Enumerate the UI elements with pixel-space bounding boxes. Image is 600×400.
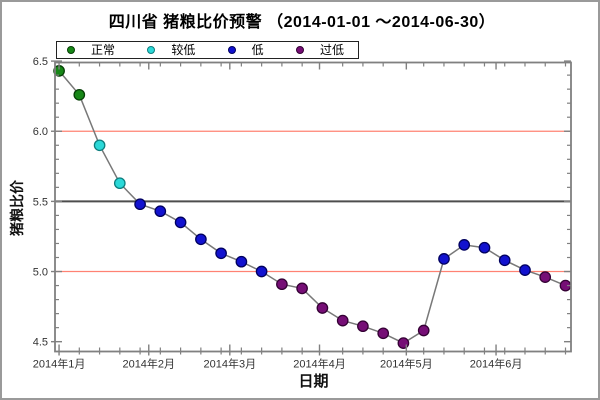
data-point	[195, 233, 207, 246]
data-point	[357, 320, 369, 333]
data-point	[134, 198, 146, 211]
legend-dot-too-low-icon	[295, 46, 304, 54]
legend-item-low: 低	[227, 43, 264, 57]
y-tick-label: 4.5	[33, 337, 48, 349]
legend-item-lowish: 较低	[147, 44, 195, 56]
data-point	[235, 255, 248, 268]
legend: 正常 较低 低 过低	[56, 41, 359, 59]
data-point	[539, 271, 552, 283]
legend-label-low: 低	[251, 43, 264, 57]
data-point	[438, 253, 450, 265]
data-point	[154, 205, 167, 218]
legend-dot-lowish-icon	[147, 46, 156, 54]
x-tick-label: 2014年2月	[122, 357, 175, 371]
x-tick-label: 2014年1月	[33, 357, 86, 371]
data-point	[377, 327, 390, 340]
x-tick-label: 2014年5月	[380, 357, 433, 371]
data-point	[458, 239, 471, 251]
x-tick-label: 2014年3月	[204, 357, 257, 371]
y-tick-label: 5.0	[33, 267, 48, 279]
data-point	[316, 302, 329, 314]
legend-dot-normal-icon	[67, 46, 75, 54]
data-point	[93, 139, 106, 152]
y-axis-title: 猪粮比价	[9, 180, 25, 236]
data-point	[519, 264, 531, 276]
data-point	[276, 278, 288, 291]
legend-label-lowish: 较低	[171, 43, 196, 57]
data-point	[336, 314, 349, 327]
data-point	[397, 337, 410, 349]
data-point	[215, 247, 227, 260]
data-point	[478, 241, 491, 254]
x-tick-label: 2014年4月	[293, 357, 346, 371]
y-tick-label: 6.5	[33, 56, 48, 68]
legend-dot-low-icon	[227, 46, 236, 54]
data-point	[255, 265, 268, 278]
y-tick-label: 6.0	[33, 126, 48, 138]
chart-title: 四川省 猪粮比价预警 （2014-01-01 ～2014-06-30）	[108, 14, 496, 31]
legend-label-normal: 正常	[91, 43, 116, 57]
legend-item-normal: 正常	[67, 44, 115, 56]
legend-label-too-low: 过低	[319, 43, 344, 57]
data-point	[73, 88, 86, 101]
x-axis-title: 日期	[298, 373, 329, 390]
data-point	[498, 254, 511, 267]
plot-frame	[54, 61, 572, 353]
x-tick-label: 2014年6月	[470, 357, 523, 371]
data-point	[174, 216, 187, 229]
data-point	[296, 282, 308, 295]
data-point	[417, 324, 430, 337]
legend-item-too-low: 过低	[295, 43, 344, 57]
data-point	[113, 177, 126, 190]
y-tick-label: 5.5	[33, 196, 48, 208]
